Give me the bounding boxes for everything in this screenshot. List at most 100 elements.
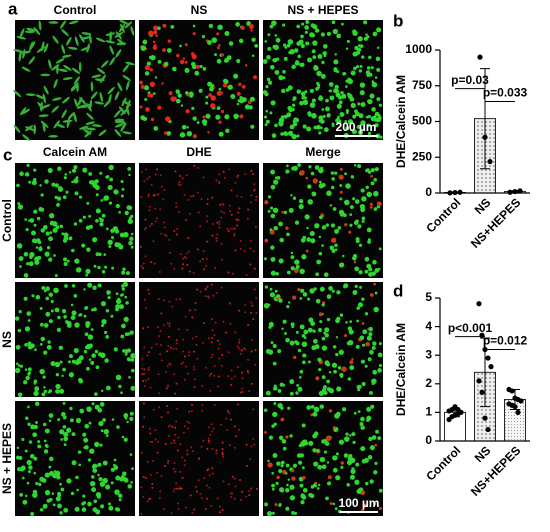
cell bbox=[241, 377, 244, 380]
cell bbox=[19, 492, 24, 497]
cell bbox=[172, 96, 177, 101]
cell bbox=[365, 481, 369, 486]
cell bbox=[125, 61, 135, 66]
cell bbox=[188, 351, 191, 354]
data-point bbox=[457, 189, 463, 195]
cell bbox=[35, 238, 41, 243]
cell bbox=[239, 498, 242, 501]
cell bbox=[236, 102, 240, 106]
cell bbox=[16, 243, 23, 249]
cell bbox=[378, 488, 383, 493]
cell bbox=[37, 101, 44, 110]
p-value: p=0.012 bbox=[483, 334, 528, 348]
cell bbox=[222, 83, 227, 88]
cell bbox=[57, 418, 61, 422]
cell bbox=[221, 509, 224, 512]
cell bbox=[245, 495, 248, 498]
cell bbox=[241, 84, 246, 89]
cell bbox=[321, 183, 326, 188]
cell bbox=[267, 459, 270, 463]
cell bbox=[25, 93, 36, 97]
cell bbox=[42, 375, 46, 379]
cell bbox=[213, 334, 216, 337]
cell bbox=[19, 364, 24, 368]
cell bbox=[16, 446, 20, 450]
cell bbox=[319, 320, 323, 324]
cell bbox=[119, 476, 124, 482]
cell bbox=[63, 257, 68, 262]
cell bbox=[154, 207, 157, 210]
cell bbox=[233, 497, 236, 500]
cell bbox=[302, 124, 307, 129]
cell bbox=[361, 196, 367, 202]
cell bbox=[144, 379, 147, 382]
cell bbox=[352, 114, 357, 119]
scale-bar-label: 200 µm bbox=[336, 120, 377, 134]
cell bbox=[173, 462, 176, 465]
cell bbox=[272, 58, 276, 62]
cell bbox=[130, 25, 135, 36]
cell bbox=[326, 113, 331, 118]
cell bbox=[373, 502, 377, 506]
cell bbox=[114, 242, 120, 248]
cell bbox=[86, 43, 90, 53]
cell bbox=[221, 353, 224, 356]
cell bbox=[211, 430, 214, 433]
cell bbox=[61, 109, 67, 119]
cell bbox=[166, 405, 169, 408]
cell bbox=[236, 91, 241, 96]
cell bbox=[176, 233, 179, 236]
cell bbox=[297, 348, 302, 353]
cell bbox=[188, 270, 191, 273]
cell bbox=[74, 98, 79, 108]
cell bbox=[17, 364, 21, 367]
cell bbox=[284, 332, 287, 335]
cell bbox=[228, 210, 231, 213]
p-value: p<0.001 bbox=[448, 321, 493, 335]
cell bbox=[88, 421, 92, 425]
cell bbox=[369, 205, 373, 209]
cell bbox=[180, 104, 184, 107]
cell bbox=[62, 367, 66, 372]
cell bbox=[46, 344, 52, 350]
cell bbox=[115, 31, 122, 40]
cell bbox=[14, 316, 20, 321]
cell bbox=[347, 377, 352, 381]
y-tick-label: 3 bbox=[425, 347, 432, 361]
cell bbox=[60, 412, 66, 417]
cell bbox=[326, 379, 331, 384]
data-point bbox=[476, 301, 482, 307]
cell bbox=[152, 408, 155, 411]
cell bbox=[160, 185, 163, 188]
row-label: Control bbox=[0, 199, 14, 242]
cell bbox=[268, 80, 273, 85]
cell bbox=[76, 488, 79, 492]
cell bbox=[203, 268, 206, 271]
cell bbox=[208, 93, 212, 97]
cell bbox=[239, 352, 242, 355]
cell bbox=[345, 183, 351, 189]
cell bbox=[241, 349, 244, 352]
cell bbox=[228, 41, 234, 46]
cell bbox=[230, 377, 233, 380]
cell bbox=[113, 465, 119, 470]
cell bbox=[47, 167, 53, 173]
cell bbox=[339, 112, 345, 117]
cell bbox=[128, 240, 133, 246]
cell bbox=[289, 340, 295, 346]
cell bbox=[278, 117, 285, 123]
cell bbox=[159, 208, 162, 211]
cell bbox=[253, 183, 256, 186]
cell bbox=[211, 472, 214, 475]
cell bbox=[282, 319, 287, 324]
cell bbox=[313, 406, 320, 413]
cell bbox=[366, 227, 372, 233]
cell bbox=[74, 258, 80, 264]
cell bbox=[222, 78, 228, 84]
cell bbox=[205, 265, 208, 268]
cell bbox=[217, 24, 223, 31]
cell bbox=[376, 27, 382, 33]
cell bbox=[68, 20, 79, 25]
cell bbox=[162, 198, 165, 201]
cell bbox=[224, 114, 230, 120]
